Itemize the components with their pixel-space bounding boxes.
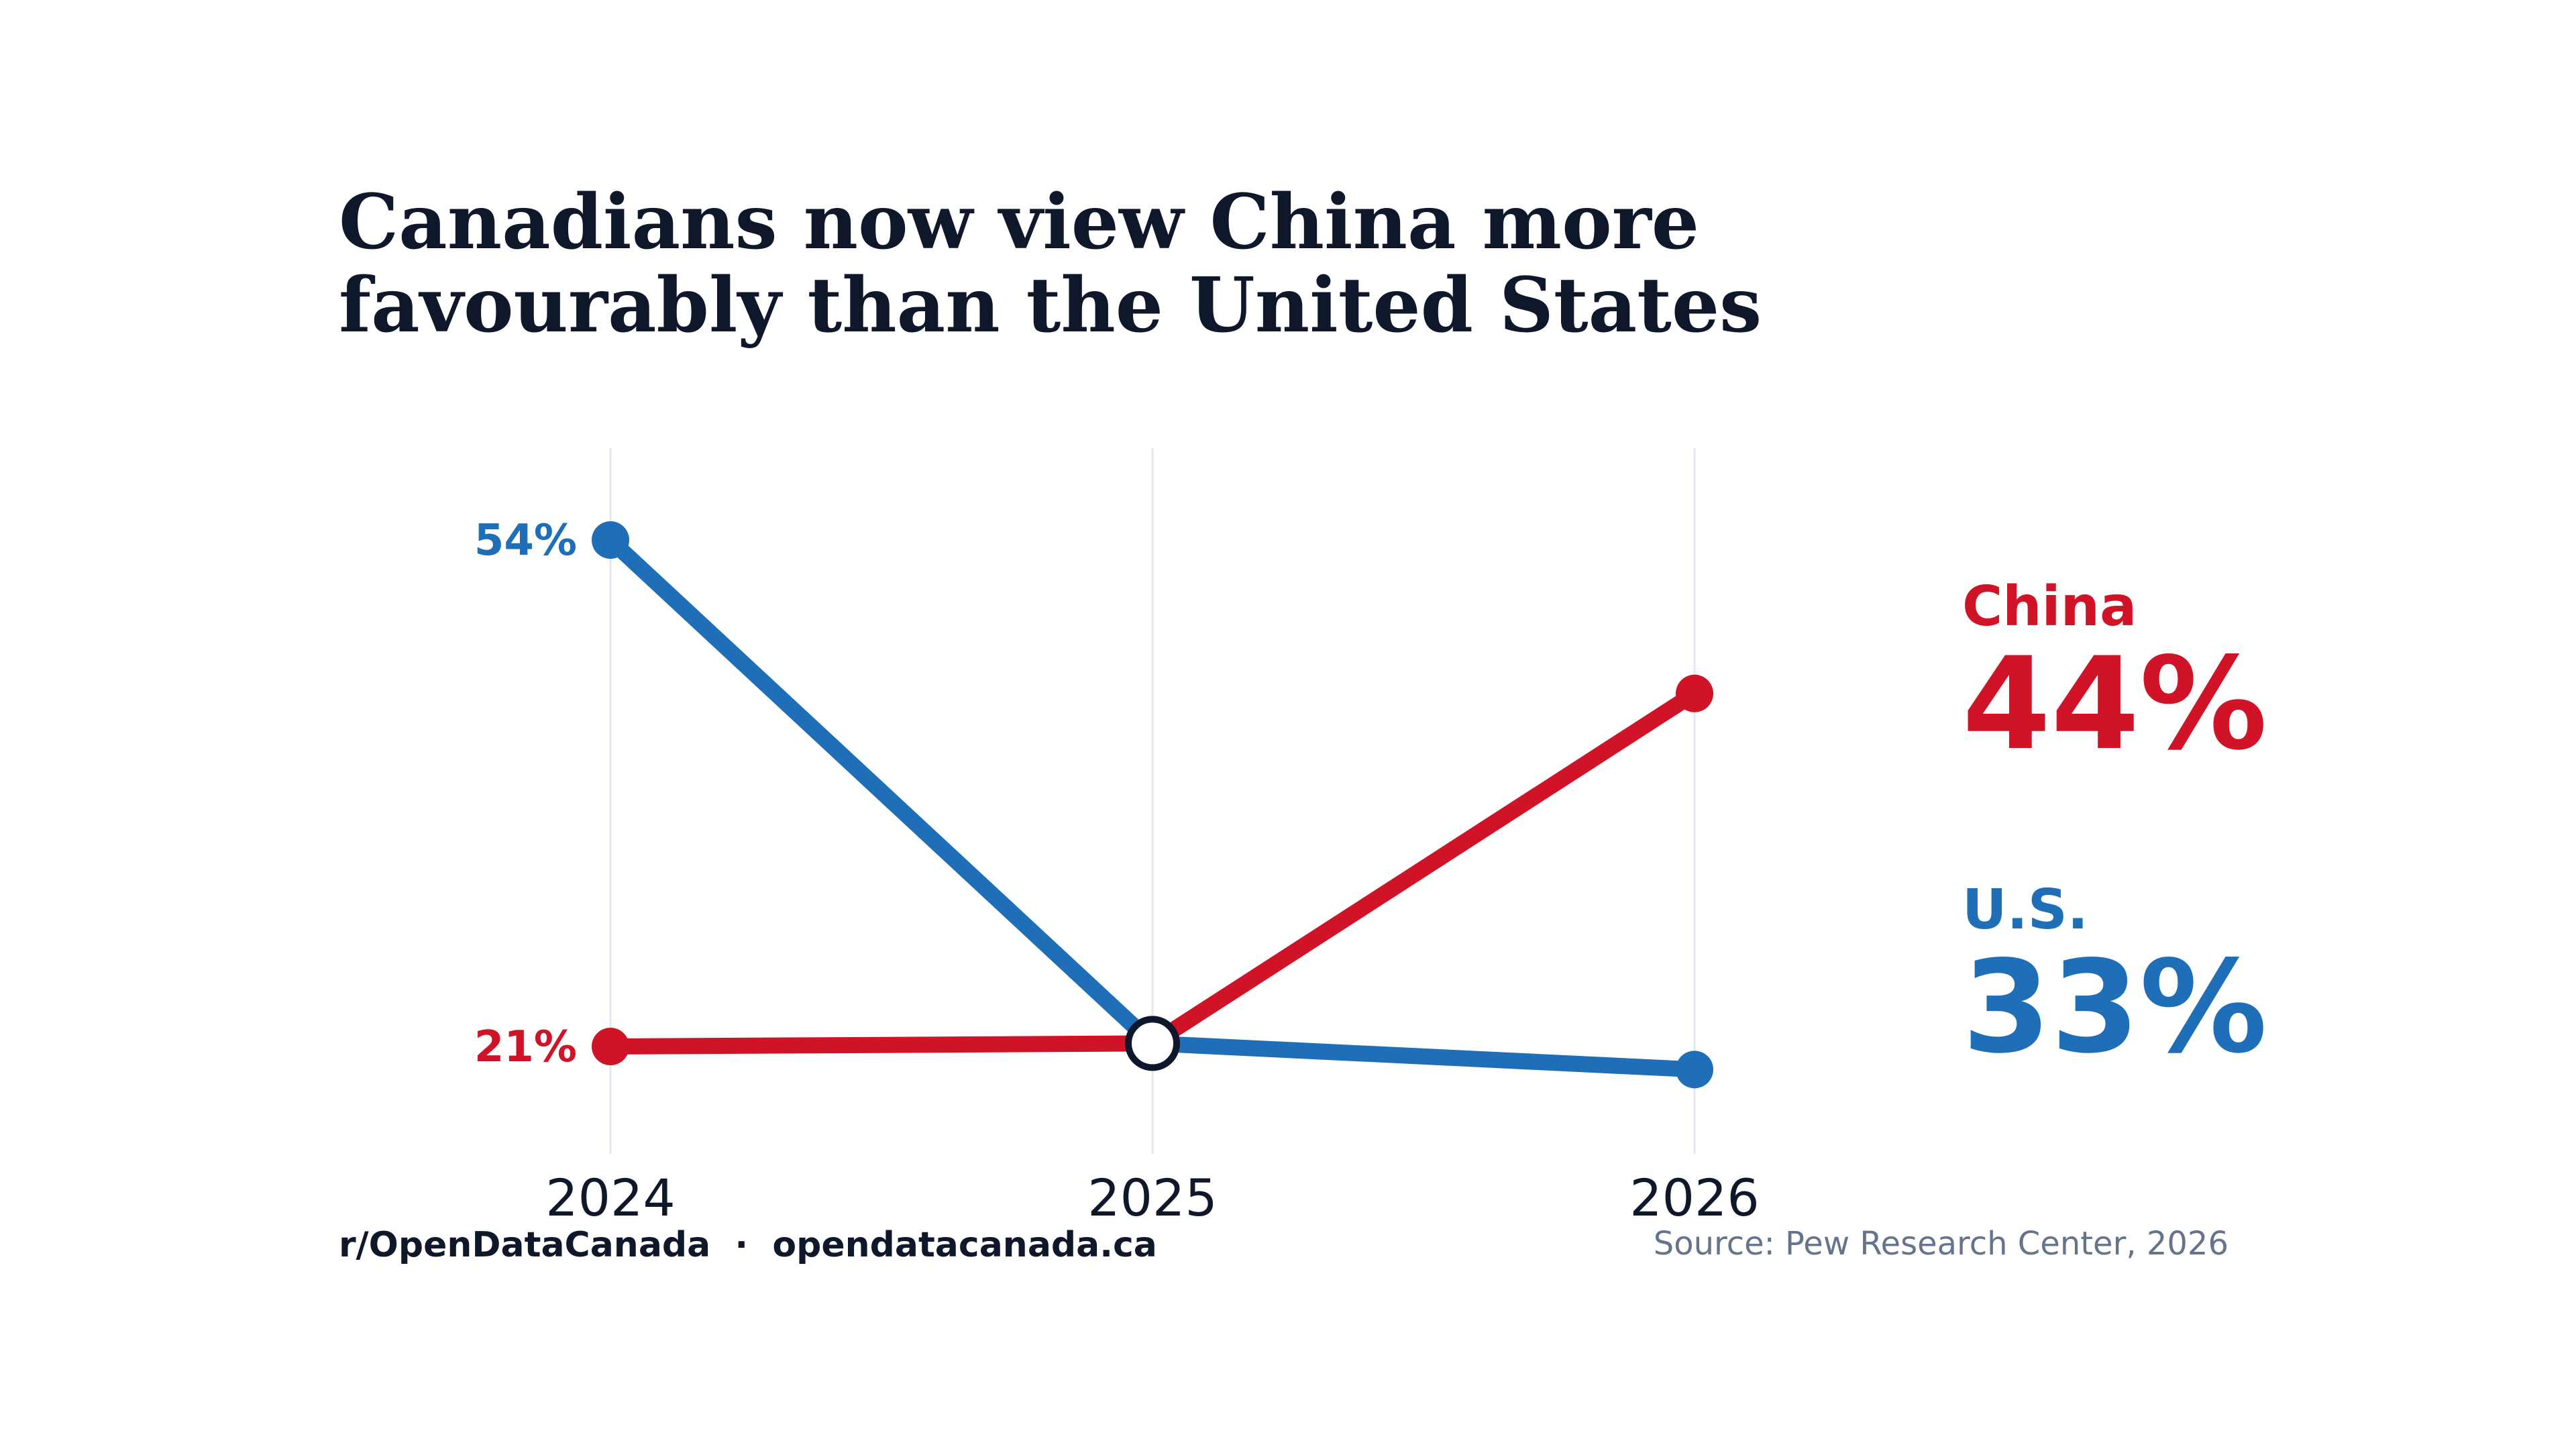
data-point-us [1676,1051,1713,1089]
crossover-marker [1125,1016,1180,1071]
x-tick-label: 2026 [1629,1168,1759,1228]
legend-china-name: China [1962,575,2137,639]
legend-us: U.S. 33% [1962,880,2267,1075]
x-tick-label: 2024 [545,1168,675,1228]
start-label-china: 21% [474,1022,577,1072]
point-labels: 54% 21% [474,516,577,1072]
data-point-china [592,1028,629,1065]
data-point-us [592,521,629,559]
legend-us-name: U.S. [1962,878,2088,942]
legend-china: China 44% [1962,577,2267,771]
series-points [592,521,1713,1089]
footer-handle: r/OpenDataCanada · opendatacanada.ca [339,1225,1157,1265]
legend-china-value: 44% [1962,630,2267,778]
footer-source: Source: Pew Research Center, 2026 [1653,1225,2229,1263]
data-point-china [1676,674,1713,712]
x-axis-ticks: 2024 2025 2026 [545,1168,1759,1228]
x-tick-label: 2025 [1087,1168,1217,1228]
legend-us-value: 33% [1962,933,2267,1081]
start-label-us: 54% [474,516,577,566]
chart-title: Canadians now view China more favourably… [339,178,1762,350]
